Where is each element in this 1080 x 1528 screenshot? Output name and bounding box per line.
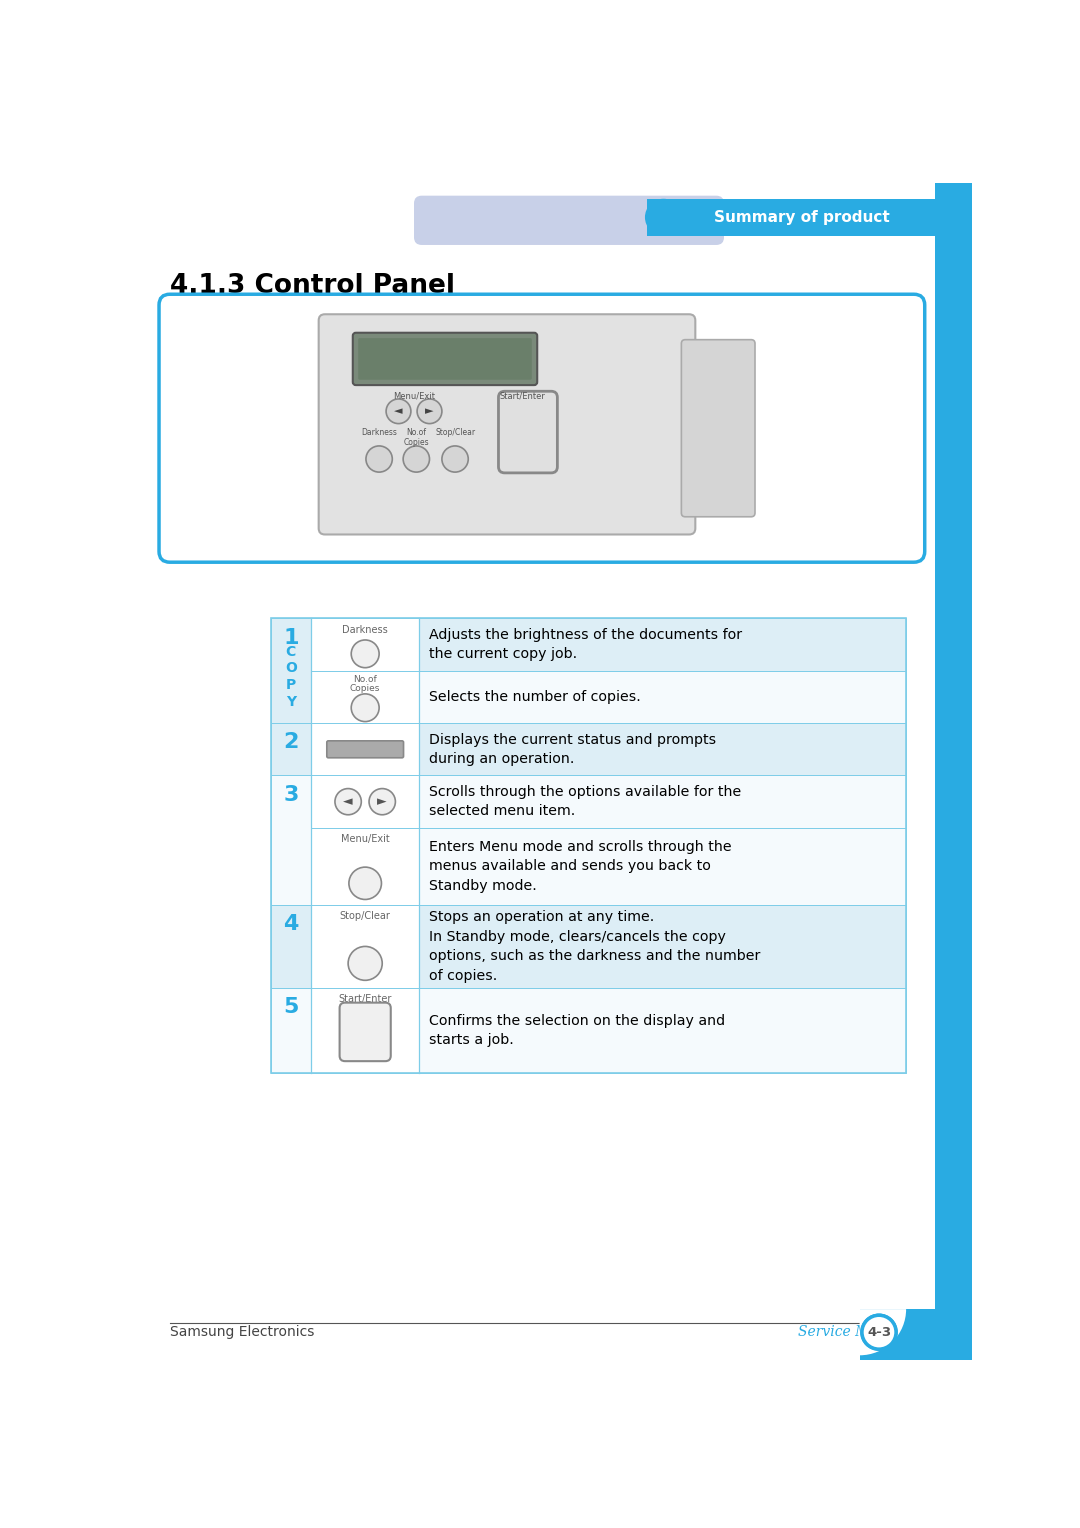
Text: Confirms the selection on the display and
starts a job.: Confirms the selection on the display an… <box>429 1013 725 1047</box>
Bar <box>271 619 906 1073</box>
Text: 5: 5 <box>283 998 298 1018</box>
Circle shape <box>387 399 410 423</box>
Polygon shape <box>647 199 935 235</box>
Circle shape <box>862 1316 896 1349</box>
Text: Service Manual: Service Manual <box>798 1325 908 1339</box>
Wedge shape <box>860 1309 906 1355</box>
Text: Summary of product: Summary of product <box>714 209 889 225</box>
Text: Scrolls through the options available for the
selected menu item.: Scrolls through the options available fo… <box>429 785 741 819</box>
Wedge shape <box>892 252 935 295</box>
Bar <box>311 905 419 989</box>
Circle shape <box>351 694 379 721</box>
Text: ►: ► <box>377 795 387 808</box>
Bar <box>271 989 906 1073</box>
Bar <box>271 828 906 905</box>
Text: Displays the current status and prompts
during an operation.: Displays the current status and prompts … <box>429 732 716 766</box>
Text: Menu/Exit: Menu/Exit <box>341 834 390 843</box>
Text: Samsung Electronics: Samsung Electronics <box>170 1325 314 1339</box>
Circle shape <box>862 1316 896 1349</box>
FancyBboxPatch shape <box>681 339 755 516</box>
Text: No.of
Copies: No.of Copies <box>404 428 429 446</box>
Text: 4: 4 <box>283 914 298 934</box>
Circle shape <box>442 446 469 472</box>
Bar <box>311 989 419 1073</box>
Text: Stop/Clear: Stop/Clear <box>340 911 391 921</box>
Bar <box>271 723 906 776</box>
Text: ►: ► <box>426 406 434 416</box>
Text: Darkness: Darkness <box>342 625 388 634</box>
Text: ◄: ◄ <box>394 406 403 416</box>
FancyBboxPatch shape <box>339 1002 391 1060</box>
Bar <box>271 619 311 723</box>
Circle shape <box>369 788 395 814</box>
Bar <box>311 619 419 671</box>
Bar <box>271 776 906 828</box>
Text: Darkness: Darkness <box>361 428 397 437</box>
FancyBboxPatch shape <box>359 338 531 380</box>
Bar <box>271 905 311 989</box>
Text: 4.1.3 Control Panel: 4.1.3 Control Panel <box>170 274 455 299</box>
Text: Selects the number of copies.: Selects the number of copies. <box>429 691 640 704</box>
Bar <box>935 183 972 1360</box>
Bar <box>271 723 311 776</box>
Circle shape <box>349 866 381 900</box>
Bar <box>271 905 906 989</box>
Text: Stop/Clear: Stop/Clear <box>435 428 475 437</box>
Circle shape <box>417 399 442 423</box>
Circle shape <box>348 946 382 981</box>
Text: No.of
Copies: No.of Copies <box>350 675 380 694</box>
FancyBboxPatch shape <box>499 391 557 472</box>
Text: Start/Enter: Start/Enter <box>338 995 392 1004</box>
Text: 4-3: 4-3 <box>867 1326 891 1339</box>
Bar <box>311 671 419 723</box>
FancyBboxPatch shape <box>159 295 924 562</box>
Text: ◄: ◄ <box>343 795 353 808</box>
Bar <box>311 828 419 905</box>
Circle shape <box>366 446 392 472</box>
Text: Start/Enter: Start/Enter <box>500 391 545 400</box>
Text: Enters Menu mode and scrolls through the
menus available and sends you back to
S: Enters Menu mode and scrolls through the… <box>429 840 731 892</box>
Text: 1: 1 <box>283 628 298 648</box>
Text: 4-3: 4-3 <box>867 1326 891 1339</box>
Text: 3: 3 <box>283 785 298 805</box>
Text: Menu/Exit: Menu/Exit <box>393 391 435 400</box>
Bar <box>271 619 906 671</box>
Bar <box>311 776 419 828</box>
Text: 2: 2 <box>283 732 298 752</box>
Bar <box>311 723 419 776</box>
Bar <box>860 1309 935 1360</box>
FancyBboxPatch shape <box>327 741 404 758</box>
FancyBboxPatch shape <box>319 315 696 535</box>
Text: Stops an operation at any time.
In Standby mode, clears/cancels the copy
options: Stops an operation at any time. In Stand… <box>429 911 760 983</box>
Circle shape <box>351 640 379 668</box>
FancyBboxPatch shape <box>414 196 724 244</box>
Bar <box>271 671 906 723</box>
FancyBboxPatch shape <box>353 333 537 385</box>
Bar <box>271 989 311 1073</box>
Circle shape <box>645 199 683 235</box>
Text: C
O
P
Y: C O P Y <box>285 645 297 709</box>
Circle shape <box>335 788 362 814</box>
Bar <box>271 776 311 905</box>
Circle shape <box>403 446 430 472</box>
Text: Adjusts the brightness of the documents for
the current copy job.: Adjusts the brightness of the documents … <box>429 628 742 662</box>
